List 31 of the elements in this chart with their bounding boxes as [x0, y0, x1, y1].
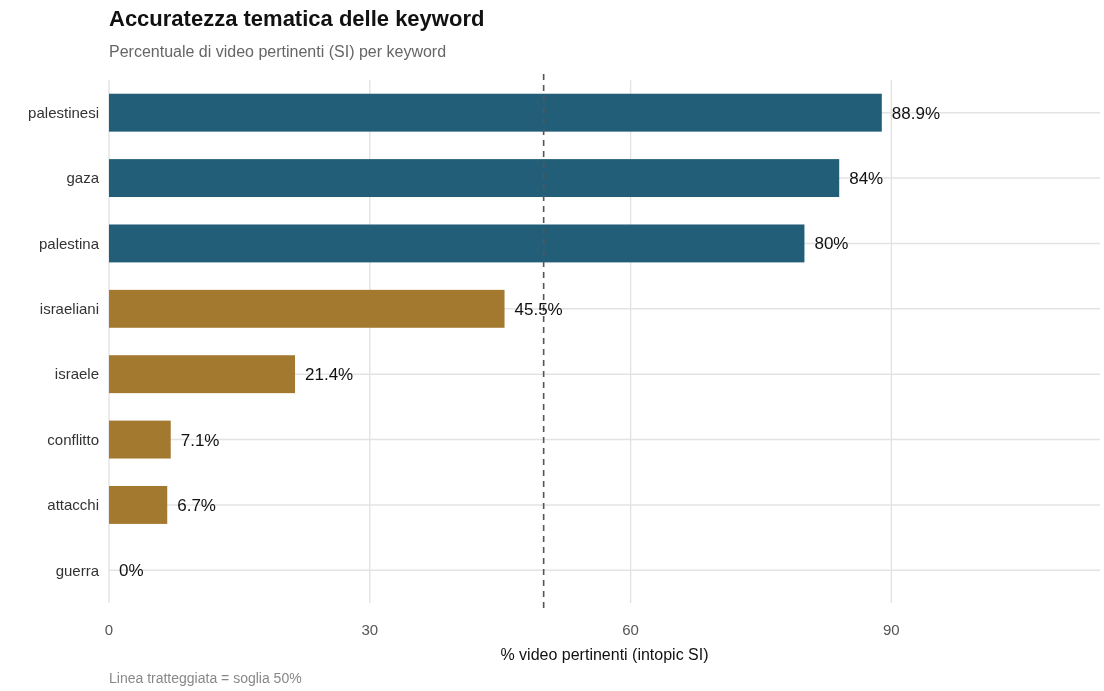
- y-tick-label: palestinesi: [28, 103, 99, 121]
- chart-title: Accuratezza tematica delle keyword: [109, 6, 485, 31]
- y-tick-label: attacchi: [47, 496, 99, 514]
- data-label: 0%: [119, 561, 144, 581]
- y-tick-label: conflitto: [47, 430, 99, 448]
- y-tick-label: palestina: [38, 234, 100, 252]
- data-label: 80%: [814, 234, 849, 254]
- data-label: 45.5%: [514, 299, 563, 319]
- data-label: 21.4%: [305, 365, 354, 385]
- bar: [109, 159, 840, 198]
- data-label: 6.7%: [177, 495, 216, 515]
- x-tick-label: 30: [361, 621, 379, 638]
- bar: [109, 420, 171, 459]
- text: Linea tratteggiata = soglia 50%: [109, 670, 302, 686]
- data-label: 7.1%: [180, 430, 220, 450]
- bar: [109, 485, 168, 524]
- chart-subtitle: Percentuale di video pertinenti (SI) per keyword: [109, 43, 447, 60]
- x-tick-label: 90: [883, 621, 900, 638]
- bar: [109, 93, 882, 132]
- data-label: 88.9%: [891, 103, 941, 123]
- x-tick-label: 60: [622, 621, 639, 638]
- x-tick-label: 0: [104, 621, 114, 638]
- y-tick-label: israeliani: [39, 300, 99, 318]
- x-axis-title: % video pertinenti (intopic SI): [500, 646, 709, 663]
- y-tick-label: guerra: [55, 561, 100, 579]
- y-tick-label: israele: [54, 365, 99, 383]
- y-tick-label: gaza: [66, 169, 100, 187]
- data-label: 84%: [849, 169, 884, 189]
- bar: [109, 355, 296, 394]
- bar: [109, 224, 805, 263]
- bar: [109, 289, 505, 328]
